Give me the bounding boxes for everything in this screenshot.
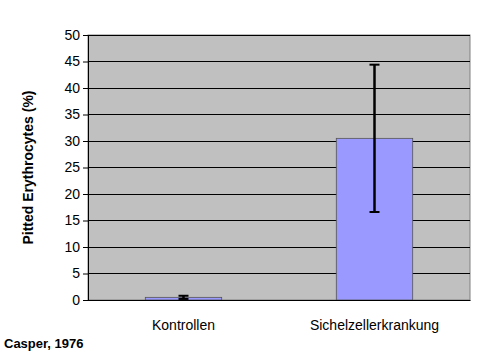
y-tick-label: 10: [64, 239, 80, 255]
error-bar: [179, 296, 189, 299]
y-tick-mark: [83, 221, 88, 222]
y-axis-title: Pitted Erythrocytes (%): [20, 90, 36, 244]
y-tick-label: 25: [64, 159, 80, 175]
y-tick-mark: [83, 141, 88, 142]
x-tick: Sichelzellerkrankung: [310, 300, 439, 333]
y-axis: 0 5 10 15 20 25 30 35 40 45 50: [64, 27, 88, 308]
y-tick-label: 45: [64, 53, 80, 69]
y-axis-line: [88, 36, 89, 301]
y-tick-label: 40: [64, 80, 80, 96]
x-axis-line: [89, 300, 471, 301]
plot-background: [88, 35, 470, 300]
marks: [145, 65, 412, 300]
x-tick-label: Sichelzellerkrankung: [310, 317, 439, 333]
chart: 0 5 10 15 20 25 30 35 40 45 50 Kontrollen Sichelzell…: [0, 0, 488, 361]
x-tick: Kontrollen: [152, 300, 215, 333]
grid: [88, 35, 470, 300]
y-tick-mark: [83, 247, 88, 248]
y-tick-mark: [83, 168, 88, 169]
annotation: Casper, 1976: [4, 336, 84, 351]
y-tick-label: 0: [72, 292, 80, 308]
y-tick: 5: [72, 265, 88, 281]
grid-line: [88, 88, 470, 89]
y-tick-label: 30: [64, 133, 80, 149]
y-tick-label: 35: [64, 106, 80, 122]
y-tick-mark: [83, 35, 88, 36]
y-tick: 35: [64, 106, 88, 122]
x-tick-label: Kontrollen: [152, 317, 215, 333]
grid-line: [88, 35, 470, 36]
y-tick-label: 50: [64, 27, 80, 43]
y-tick: 0: [72, 292, 88, 308]
y-tick: 20: [64, 186, 88, 202]
y-tick: 40: [64, 80, 88, 96]
error-bar-cap: [179, 295, 189, 297]
y-tick-mark: [83, 88, 88, 89]
y-tick-label: 15: [64, 212, 80, 228]
y-tick: 15: [64, 212, 88, 228]
y-tick-mark: [83, 300, 88, 301]
y-tick-label: 5: [72, 265, 80, 281]
grid-line: [88, 114, 470, 115]
error-bar-stem: [373, 65, 376, 212]
error-bar-cap: [370, 64, 380, 66]
x-axis: Kontrollen Sichelzellerkrankung: [89, 300, 471, 333]
y-tick: 30: [64, 133, 88, 149]
y-tick: 25: [64, 159, 88, 175]
y-tick-mark: [83, 115, 88, 116]
y-tick-mark: [83, 274, 88, 275]
y-tick-label: 20: [64, 186, 80, 202]
error-bar: [370, 65, 380, 212]
y-tick-mark: [83, 62, 88, 63]
y-tick: 50: [64, 27, 88, 43]
error-bar-cap: [179, 298, 189, 300]
y-tick: 45: [64, 53, 88, 69]
y-tick-mark: [83, 194, 88, 195]
y-tick: 10: [64, 239, 88, 255]
error-bar-cap: [370, 211, 380, 213]
grid-line: [88, 61, 470, 62]
